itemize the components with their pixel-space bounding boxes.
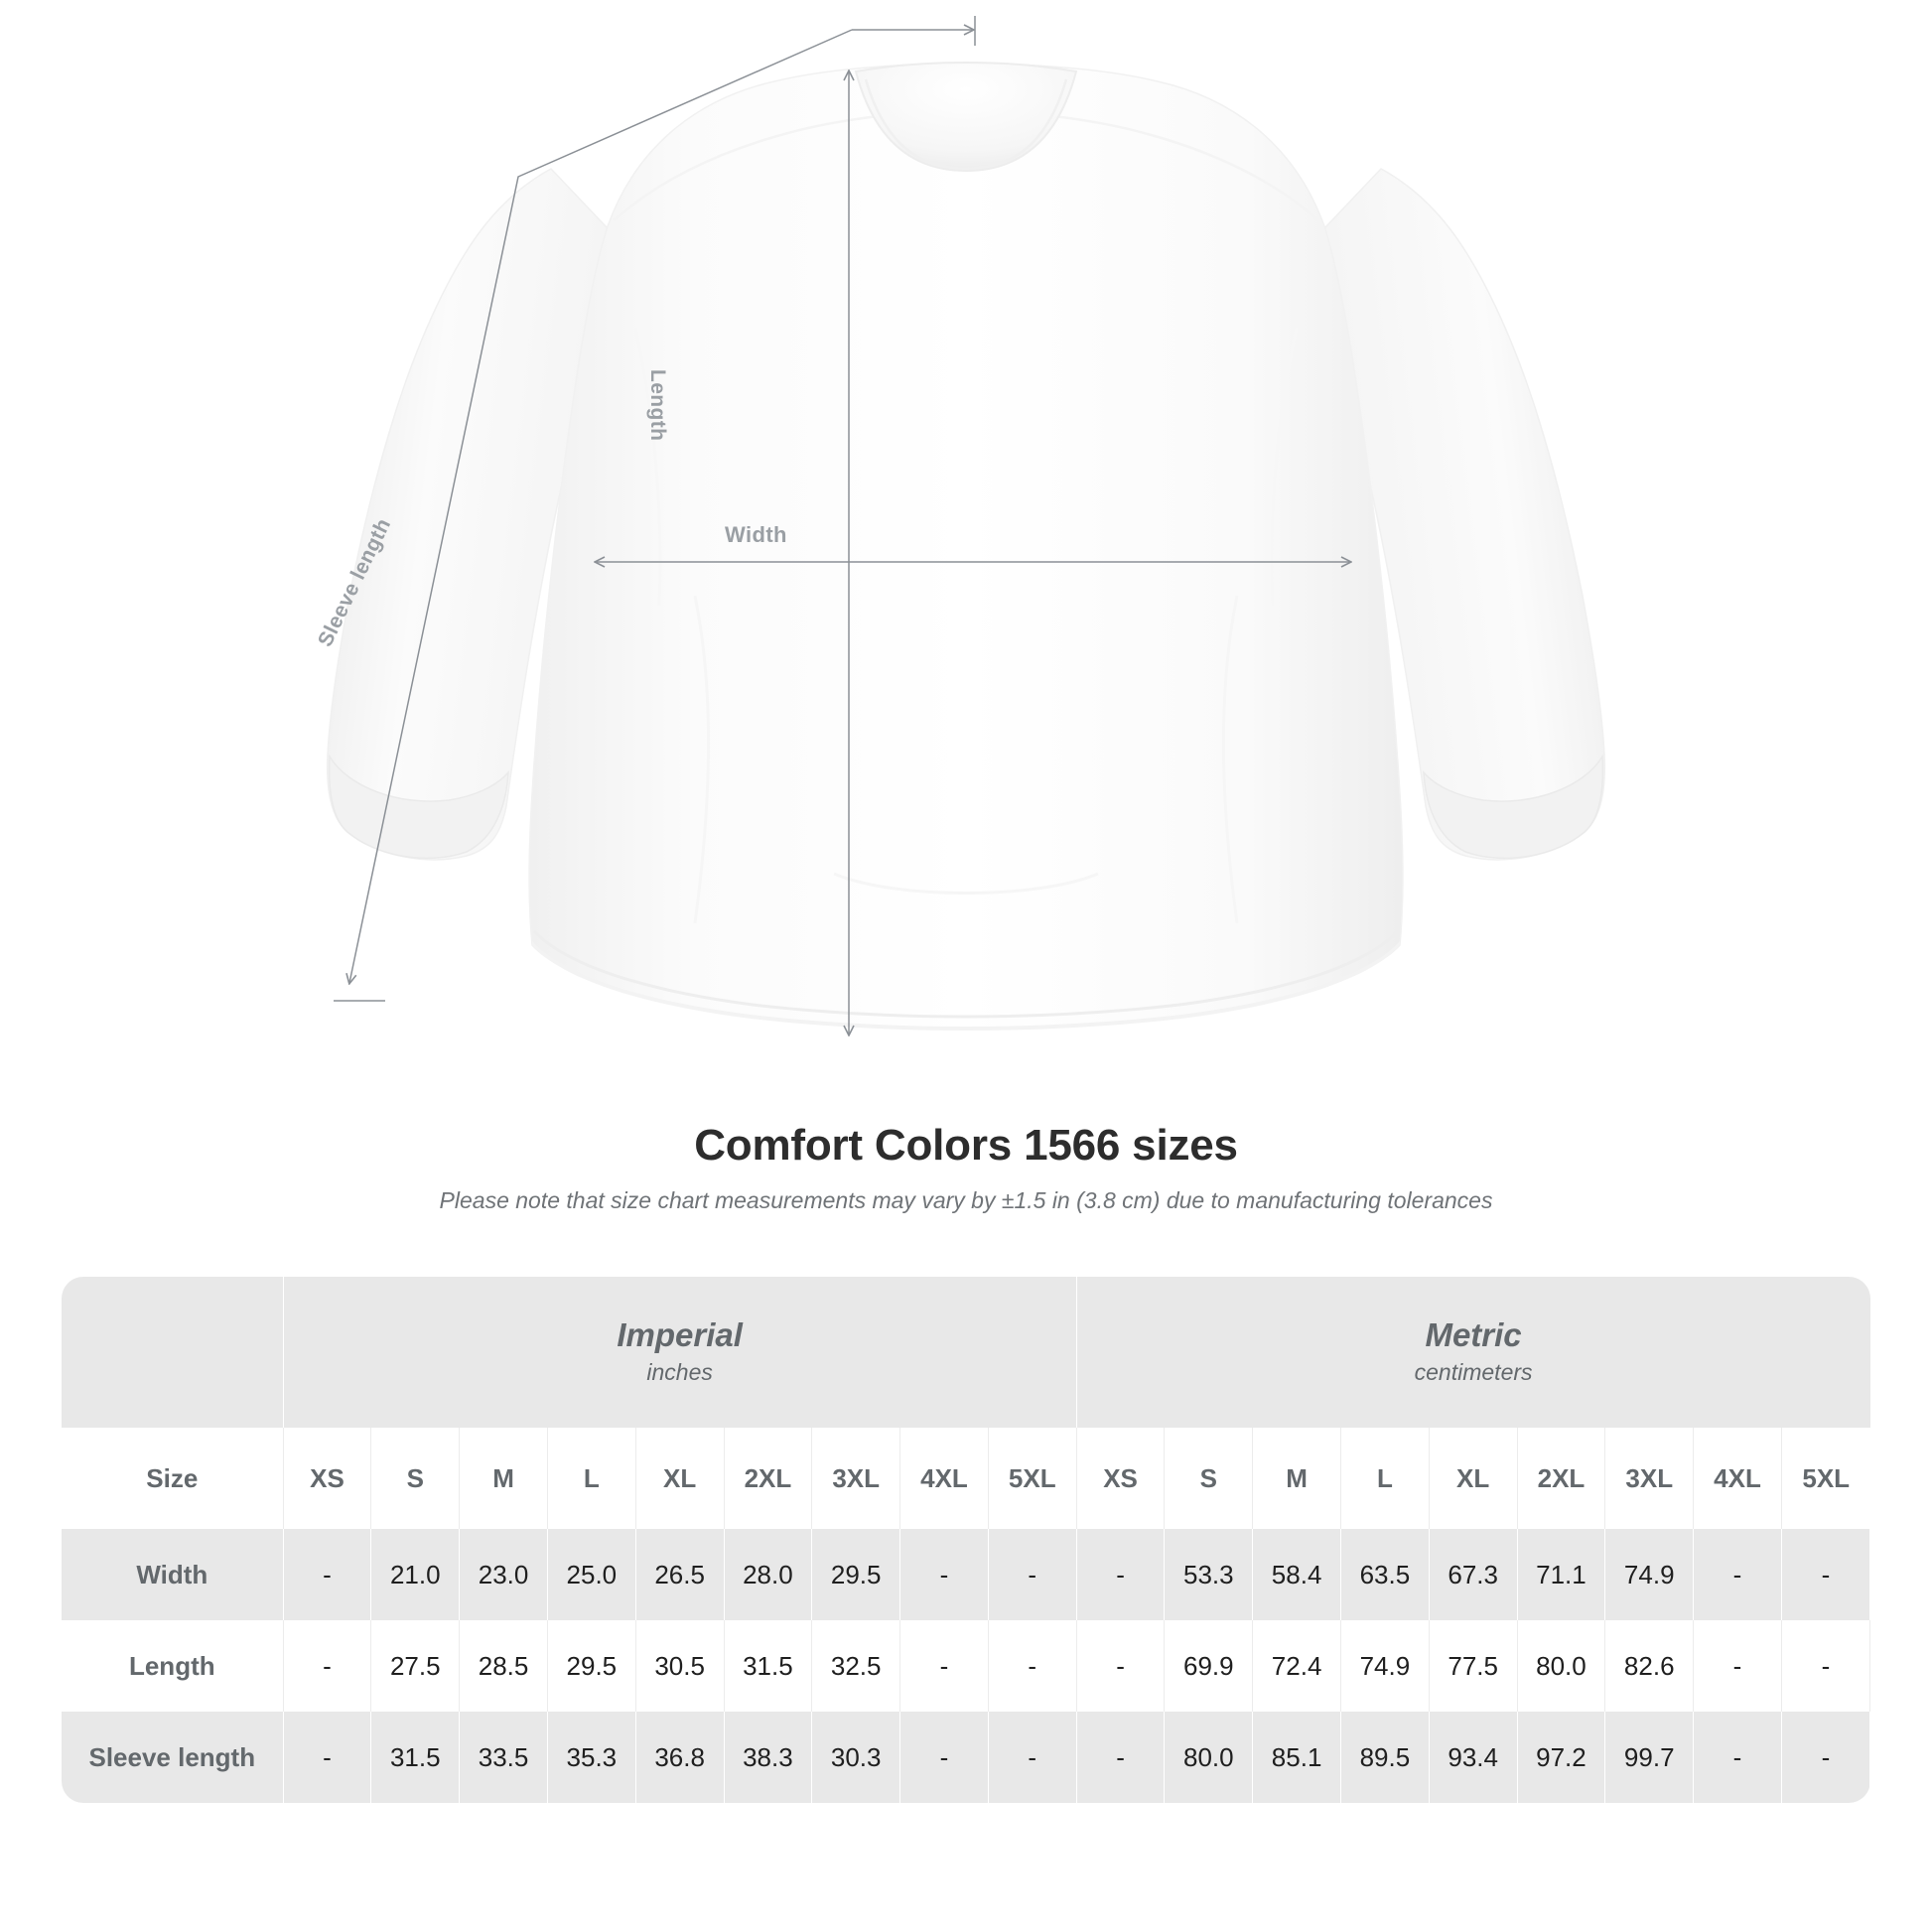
size-col-imperial-5xl: 5XL bbox=[988, 1428, 1077, 1529]
size-header-row: Size XS S M L XL 2XL 3XL 4XL 5XL XS S M … bbox=[62, 1428, 1870, 1529]
cell-length-imperial-4xl: - bbox=[899, 1620, 989, 1712]
cell-width-imperial-5xl: - bbox=[988, 1529, 1077, 1620]
size-col-imperial-l: L bbox=[547, 1428, 636, 1529]
cell-sleeve-imperial-l: 35.3 bbox=[547, 1712, 636, 1803]
cell-length-metric-xl: 77.5 bbox=[1429, 1620, 1518, 1712]
cell-sleeve-metric-3xl: 99.7 bbox=[1604, 1712, 1695, 1803]
cell-width-metric-xs: - bbox=[1076, 1529, 1166, 1620]
cell-width-imperial-4xl: - bbox=[899, 1529, 989, 1620]
table-row: Width - 21.0 23.0 25.0 26.5 28.0 29.5 - … bbox=[62, 1529, 1871, 1620]
cell-width-metric-4xl: - bbox=[1693, 1529, 1782, 1620]
cell-width-imperial-xs: - bbox=[283, 1529, 372, 1620]
cell-sleeve-imperial-xl: 36.8 bbox=[635, 1712, 725, 1803]
unit-group-imperial-sub: inches bbox=[646, 1358, 713, 1385]
cell-length-metric-3xl: 82.6 bbox=[1604, 1620, 1695, 1712]
cell-width-metric-l: 63.5 bbox=[1340, 1529, 1430, 1620]
cell-length-metric-xs: - bbox=[1076, 1620, 1166, 1712]
cell-length-imperial-l: 29.5 bbox=[547, 1620, 636, 1712]
cell-sleeve-imperial-s: 31.5 bbox=[370, 1712, 461, 1803]
cell-width-imperial-m: 23.0 bbox=[459, 1529, 548, 1620]
cell-width-metric-xl: 67.3 bbox=[1429, 1529, 1518, 1620]
size-col-imperial-4xl: 4XL bbox=[899, 1428, 989, 1529]
cell-sleeve-imperial-xs: - bbox=[283, 1712, 372, 1803]
size-col-imperial-2xl: 2XL bbox=[724, 1428, 813, 1529]
unit-group-imperial-name: Imperial bbox=[617, 1315, 743, 1353]
cell-width-metric-5xl: - bbox=[1781, 1529, 1871, 1620]
unit-spacer-cell bbox=[62, 1277, 284, 1428]
size-col-metric-3xl: 3XL bbox=[1604, 1428, 1695, 1529]
cell-length-imperial-xs: - bbox=[283, 1620, 372, 1712]
cell-length-metric-l: 74.9 bbox=[1340, 1620, 1430, 1712]
unit-group-metric-name: Metric bbox=[1425, 1315, 1522, 1353]
cell-length-imperial-m: 28.5 bbox=[459, 1620, 548, 1712]
unit-group-metric-sub: centimeters bbox=[1414, 1358, 1533, 1385]
size-header-label: Size bbox=[62, 1428, 284, 1529]
cell-sleeve-metric-4xl: - bbox=[1693, 1712, 1782, 1803]
cell-length-imperial-s: 27.5 bbox=[370, 1620, 461, 1712]
garment-illustration: Width Length Sleeve length bbox=[314, 16, 1932, 1122]
size-col-metric-m: M bbox=[1252, 1428, 1341, 1529]
size-col-metric-l: L bbox=[1340, 1428, 1430, 1529]
size-col-imperial-s: S bbox=[370, 1428, 461, 1529]
cell-sleeve-imperial-4xl: - bbox=[899, 1712, 989, 1803]
cell-width-metric-3xl: 74.9 bbox=[1604, 1529, 1695, 1620]
size-col-imperial-xl: XL bbox=[635, 1428, 725, 1529]
cell-sleeve-metric-l: 89.5 bbox=[1340, 1712, 1430, 1803]
cell-sleeve-imperial-3xl: 30.3 bbox=[811, 1712, 901, 1803]
size-col-imperial-3xl: 3XL bbox=[811, 1428, 901, 1529]
cell-width-imperial-2xl: 28.0 bbox=[724, 1529, 813, 1620]
sweatshirt-image bbox=[326, 61, 1606, 1031]
table-row: Length - 27.5 28.5 29.5 30.5 31.5 32.5 -… bbox=[62, 1620, 1871, 1712]
chart-heading: Comfort Colors 1566 sizes Please note th… bbox=[0, 1121, 1932, 1215]
size-col-imperial-m: M bbox=[459, 1428, 548, 1529]
cell-width-metric-m: 58.4 bbox=[1252, 1529, 1341, 1620]
cell-sleeve-metric-xl: 93.4 bbox=[1429, 1712, 1518, 1803]
page-title: Comfort Colors 1566 sizes bbox=[694, 1121, 1238, 1170]
width-dimension-label: Width bbox=[725, 522, 787, 547]
size-col-metric-4xl: 4XL bbox=[1693, 1428, 1782, 1529]
cell-width-imperial-3xl: 29.5 bbox=[811, 1529, 901, 1620]
size-col-metric-2xl: 2XL bbox=[1517, 1428, 1606, 1529]
cell-width-metric-s: 53.3 bbox=[1164, 1529, 1254, 1620]
cell-sleeve-metric-5xl: - bbox=[1781, 1712, 1871, 1803]
unit-group-metric: Metric centimeters bbox=[1076, 1277, 1870, 1428]
row-label-sleeve-length: Sleeve length bbox=[62, 1712, 284, 1803]
size-col-metric-5xl: 5XL bbox=[1781, 1428, 1870, 1529]
cell-sleeve-imperial-2xl: 38.3 bbox=[724, 1712, 813, 1803]
cell-length-imperial-xl: 30.5 bbox=[635, 1620, 725, 1712]
cell-sleeve-metric-2xl: 97.2 bbox=[1517, 1712, 1606, 1803]
size-col-metric-xs: XS bbox=[1076, 1428, 1166, 1529]
cell-width-metric-2xl: 71.1 bbox=[1517, 1529, 1606, 1620]
length-dimension-label: Length bbox=[646, 369, 669, 442]
size-chart-table: Imperial inches Metric centimeters Size … bbox=[62, 1277, 1871, 1803]
cell-width-imperial-s: 21.0 bbox=[370, 1529, 461, 1620]
cell-sleeve-metric-m: 85.1 bbox=[1252, 1712, 1341, 1803]
tolerance-note: Please note that size chart measurements… bbox=[439, 1187, 1493, 1214]
dimension-lines bbox=[334, 16, 1932, 1122]
cell-length-imperial-3xl: 32.5 bbox=[811, 1620, 901, 1712]
cell-sleeve-metric-s: 80.0 bbox=[1164, 1712, 1254, 1803]
cell-length-metric-4xl: - bbox=[1693, 1620, 1782, 1712]
cell-sleeve-imperial-5xl: - bbox=[988, 1712, 1077, 1803]
size-col-metric-s: S bbox=[1164, 1428, 1254, 1529]
cell-length-metric-m: 72.4 bbox=[1252, 1620, 1341, 1712]
row-label-width: Width bbox=[62, 1529, 284, 1620]
table-row: Sleeve length - 31.5 33.5 35.3 36.8 38.3… bbox=[62, 1712, 1871, 1803]
cell-length-imperial-2xl: 31.5 bbox=[724, 1620, 813, 1712]
size-col-metric-xl: XL bbox=[1429, 1428, 1518, 1529]
size-chart-table-wrapper: Imperial inches Metric centimeters Size … bbox=[62, 1277, 1871, 1803]
cell-length-metric-5xl: - bbox=[1781, 1620, 1871, 1712]
cell-length-metric-2xl: 80.0 bbox=[1517, 1620, 1606, 1712]
cell-sleeve-imperial-m: 33.5 bbox=[459, 1712, 548, 1803]
cell-width-imperial-l: 25.0 bbox=[547, 1529, 636, 1620]
cell-sleeve-metric-xs: - bbox=[1076, 1712, 1166, 1803]
row-label-length: Length bbox=[62, 1620, 284, 1712]
size-col-imperial-xs: XS bbox=[283, 1428, 372, 1529]
cell-width-imperial-xl: 26.5 bbox=[635, 1529, 725, 1620]
unit-group-row: Imperial inches Metric centimeters bbox=[62, 1277, 1870, 1428]
unit-group-imperial: Imperial inches bbox=[283, 1277, 1077, 1428]
cell-length-metric-s: 69.9 bbox=[1164, 1620, 1254, 1712]
cell-length-imperial-5xl: - bbox=[988, 1620, 1077, 1712]
